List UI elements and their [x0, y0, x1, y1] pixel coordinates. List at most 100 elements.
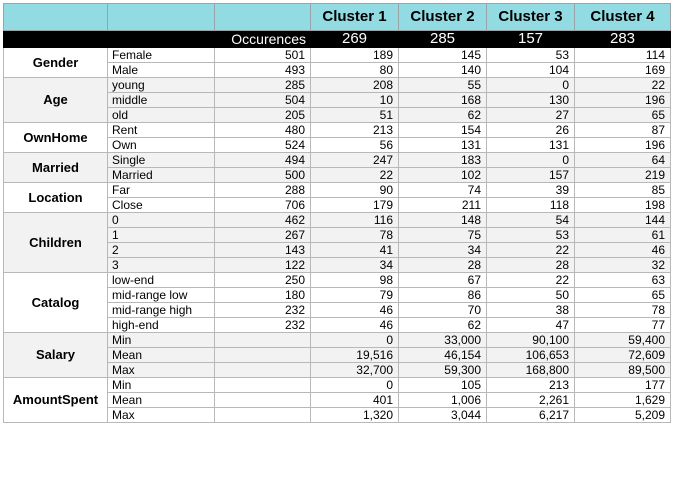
- row-total: 501: [214, 47, 311, 63]
- row-label: Min: [107, 377, 215, 393]
- cluster-1-value: 22: [310, 167, 399, 183]
- cluster-3-value: 0: [486, 152, 575, 168]
- occurrences-cluster-4: 283: [574, 30, 671, 48]
- group-married: Married Single 494 247 183 0 64 Married 500 22 102…: [3, 152, 671, 183]
- row-total: 480: [214, 122, 311, 138]
- cluster-4-value: 219: [574, 167, 671, 183]
- cluster-4-value: 169: [574, 62, 671, 78]
- occurrences-cluster-2: 285: [398, 30, 487, 48]
- group-label: Salary: [3, 332, 108, 378]
- cluster-3-value: 2,261: [486, 392, 575, 408]
- cluster-2-value: 131: [398, 137, 487, 153]
- row-total: 143: [214, 242, 311, 258]
- table-row: AmountSpent Min 0 105 213 177: [3, 377, 671, 423]
- table-row: Close 706 179 211 118 198: [4, 197, 671, 213]
- occurrences-empty-cell: [3, 30, 108, 48]
- cluster-4-value: 46: [574, 242, 671, 258]
- row-label: Close: [107, 197, 215, 213]
- row-label: Single: [107, 152, 215, 168]
- cluster-table: Cluster 1 Cluster 2 Cluster 3 Cluster 4 …: [3, 3, 671, 423]
- cluster-3-value: 90,100: [486, 332, 575, 348]
- group-ownhome: OwnHome Rent 480 213 154 26 87 Own 524 56 131 131 19…: [3, 122, 671, 153]
- row-label: 2: [107, 242, 215, 258]
- cluster-4-value: 196: [574, 92, 671, 108]
- row-total: [214, 362, 311, 378]
- cluster-3-value: 130: [486, 92, 575, 108]
- row-total: [214, 347, 311, 363]
- cluster-2-value: 211: [398, 197, 487, 213]
- table-row: Children 0 462 116 148 54 144: [3, 212, 671, 273]
- occurrences-empty-cell: [107, 30, 215, 48]
- row-label: mid-range high: [107, 302, 215, 318]
- table-row: Salary Min 0 33,000 90,100 59,400: [3, 332, 671, 378]
- cluster-1-value: 10: [310, 92, 399, 108]
- group-label: Catalog: [3, 272, 108, 333]
- cluster-4-value: 87: [574, 122, 671, 138]
- occurrences-cluster-3: 157: [486, 30, 575, 48]
- cluster-2-value: 1,006: [398, 392, 487, 408]
- group-amountspent: AmountSpent Min 0 105 213 177 Mean 401 1,006 2,26…: [3, 377, 671, 423]
- header-row: Cluster 1 Cluster 2 Cluster 3 Cluster 4: [3, 3, 671, 31]
- cluster-3-value: 53: [486, 47, 575, 63]
- cluster-2-value: 33,000: [398, 332, 487, 348]
- cluster-4-value: 65: [574, 287, 671, 303]
- cluster-3-value: 28: [486, 257, 575, 273]
- cluster-1-value: 46: [310, 302, 399, 318]
- table-row: Gender Female 501 189 145 53 114: [3, 47, 671, 78]
- header-cluster-4: Cluster 4: [574, 3, 671, 31]
- cluster-3-value: 106,653: [486, 347, 575, 363]
- row-label: Max: [107, 407, 215, 423]
- cluster-2-value: 75: [398, 227, 487, 243]
- cluster-4-value: 63: [574, 272, 671, 288]
- row-total: 180: [214, 287, 311, 303]
- table-row: Married 500 22 102 157 219: [4, 167, 671, 183]
- table-row: Location Far 288 90 74 39 85: [3, 182, 671, 213]
- table-row: old 205 51 62 27 65: [4, 107, 671, 123]
- cluster-2-value: 70: [398, 302, 487, 318]
- row-label: Own: [107, 137, 215, 153]
- cluster-1-value: 79: [310, 287, 399, 303]
- occurrences-cluster-1: 269: [310, 30, 399, 48]
- cluster-1-value: 46: [310, 317, 399, 333]
- cluster-2-value: 154: [398, 122, 487, 138]
- cluster-4-value: 65: [574, 107, 671, 123]
- cluster-3-value: 168,800: [486, 362, 575, 378]
- row-total: [214, 377, 311, 393]
- cluster-1-value: 247: [310, 152, 399, 168]
- row-total: [214, 407, 311, 423]
- cluster-4-value: 1,629: [574, 392, 671, 408]
- row-label: Far: [107, 182, 215, 198]
- cluster-4-value: 89,500: [574, 362, 671, 378]
- header-empty-cell: [107, 3, 215, 31]
- row-label: Married: [107, 167, 215, 183]
- row-total: 232: [214, 302, 311, 318]
- table-row: 1 267 78 75 53 61: [4, 227, 671, 243]
- row-label: Mean: [107, 347, 215, 363]
- cluster-3-value: 6,217: [486, 407, 575, 423]
- cluster-3-value: 22: [486, 242, 575, 258]
- cluster-3-value: 38: [486, 302, 575, 318]
- cluster-3-value: 213: [486, 377, 575, 393]
- row-label: Max: [107, 362, 215, 378]
- row-label: 0: [107, 212, 215, 228]
- table-row: Age young 285 208 55 0 22: [3, 77, 671, 123]
- row-total: 462: [214, 212, 311, 228]
- header-cluster-1: Cluster 1: [310, 3, 399, 31]
- cluster-3-value: 0: [486, 77, 575, 93]
- cluster-2-value: 102: [398, 167, 487, 183]
- cluster-4-value: 77: [574, 317, 671, 333]
- row-total: 493: [214, 62, 311, 78]
- table-row: Male 493 80 140 104 169: [4, 62, 671, 78]
- cluster-2-value: 67: [398, 272, 487, 288]
- cluster-2-value: 148: [398, 212, 487, 228]
- group-label: Location: [3, 182, 108, 213]
- cluster-2-value: 183: [398, 152, 487, 168]
- row-total: 232: [214, 317, 311, 333]
- cluster-1-value: 189: [310, 47, 399, 63]
- table-row: Max 32,700 59,300 168,800 89,500: [4, 362, 671, 378]
- row-total: 267: [214, 227, 311, 243]
- cluster-2-value: 62: [398, 107, 487, 123]
- table-row: mid-range high 232 46 70 38 78: [4, 302, 671, 318]
- row-total: 500: [214, 167, 311, 183]
- header-cluster-3: Cluster 3: [486, 3, 575, 31]
